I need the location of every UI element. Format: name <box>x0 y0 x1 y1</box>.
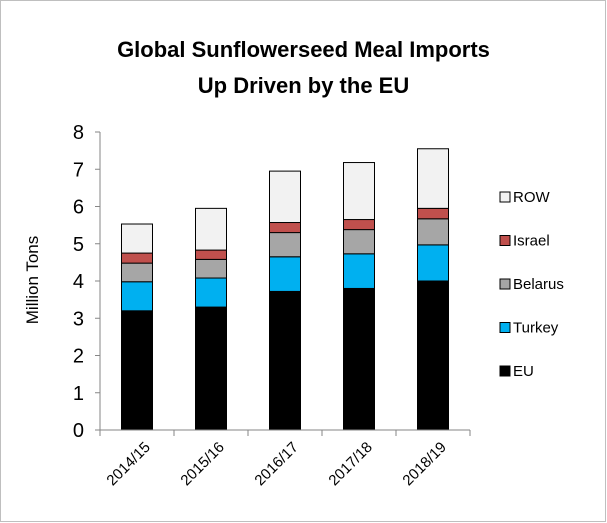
bar-segment-eu-1 <box>195 306 227 431</box>
bar-segment-turkey-0 <box>121 281 153 312</box>
legend: ROW Israel Belarus Turkey EU <box>499 189 564 380</box>
bar-segment-eu-3 <box>343 287 375 431</box>
bar-segment-belarus-0 <box>121 262 153 283</box>
y-tick-label-2: 2 <box>73 346 84 368</box>
bar-segment-row-0 <box>121 223 153 254</box>
x-tick-label-4: 2018/19 <box>399 439 449 489</box>
x-tick-label-0: 2014/15 <box>103 439 153 489</box>
legend-label-turkey: Turkey <box>513 320 559 337</box>
legend-label-belarus: Belarus <box>513 276 564 293</box>
y-tick-label-4: 4 <box>73 271 84 293</box>
x-tick-label-2: 2016/17 <box>251 439 301 489</box>
bar-segment-row-4 <box>417 148 449 209</box>
bar-segment-israel-1 <box>195 249 227 260</box>
bar-segment-belarus-2 <box>269 232 301 258</box>
chart-title-line-1: Global Sunflowerseed Meal Imports <box>117 37 490 62</box>
y-tick-label-6: 6 <box>73 197 84 219</box>
y-tick-label-5: 5 <box>73 234 84 256</box>
bar-segment-belarus-1 <box>195 258 227 279</box>
legend-swatch-eu <box>499 365 511 377</box>
y-ticks-group: 0 1 2 3 4 5 6 7 8 <box>73 122 100 442</box>
bar-segment-eu-2 <box>269 290 301 431</box>
y-tick-label-3: 3 <box>73 308 84 330</box>
bar-segment-turkey-3 <box>343 253 375 289</box>
y-axis-title: Million Tons <box>23 236 42 325</box>
legend-swatch-turkey <box>499 322 511 333</box>
y-tick-label-7: 7 <box>73 159 84 181</box>
bar-segment-eu-0 <box>121 310 153 431</box>
bar-segment-israel-3 <box>343 219 375 231</box>
legend-swatch-row <box>499 191 511 203</box>
bar-segment-row-3 <box>343 162 375 221</box>
bar-segment-turkey-1 <box>195 277 227 308</box>
bar-segment-israel-4 <box>417 207 449 220</box>
bar-segment-eu-4 <box>417 280 449 431</box>
y-tick-label-8: 8 <box>73 122 84 144</box>
legend-label-row: ROW <box>513 189 551 206</box>
x-tick-label-3: 2017/18 <box>325 439 375 489</box>
bar-segment-turkey-2 <box>269 256 301 292</box>
bar-segment-belarus-4 <box>417 218 449 246</box>
bar-segment-row-2 <box>269 170 301 224</box>
bar-segment-israel-0 <box>121 252 153 264</box>
bar-segment-israel-2 <box>269 222 301 234</box>
bars-group <box>121 148 449 431</box>
legend-swatch-israel <box>499 235 511 246</box>
x-tick-label-1: 2015/16 <box>177 439 227 489</box>
y-tick-label-0: 0 <box>73 420 84 442</box>
bar-segment-turkey-4 <box>417 244 449 282</box>
chart-title-line-2: Up Driven by the EU <box>197 73 410 98</box>
bar-segment-belarus-3 <box>343 229 375 255</box>
legend-swatch-belarus <box>499 278 511 290</box>
legend-label-eu: EU <box>513 363 534 380</box>
bar-segment-row-1 <box>195 207 227 251</box>
legend-label-israel: Israel <box>513 233 550 250</box>
x-ticks-group: 2014/15 2015/16 2016/17 2017/18 2018/19 <box>99 430 471 489</box>
y-tick-label-1: 1 <box>73 383 84 405</box>
chart-title: Global Sunflowerseed Meal Imports Up Dri… <box>0 32 607 104</box>
